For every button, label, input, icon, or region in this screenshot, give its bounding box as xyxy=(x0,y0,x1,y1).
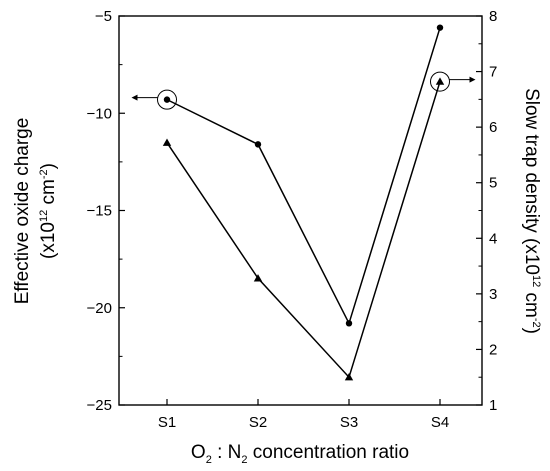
left-tick-label: −10 xyxy=(87,105,112,122)
left-y-axis-title-line1: Effective oxide charge xyxy=(12,118,33,305)
left-y-axis-title-line2: (x1012 cm-2) xyxy=(38,163,59,259)
x-axis-title: O2 : N2 concentration ratio xyxy=(191,442,409,466)
x-tick-label: S1 xyxy=(158,414,176,431)
annotation-arrow-head xyxy=(131,94,138,101)
left-axis-ticks: −25 −20 −15 −10 −5 xyxy=(87,8,125,414)
x-axis-ticks: S1 S2 S3 S4 xyxy=(158,399,449,431)
annotation-circle xyxy=(157,89,177,110)
x-tick-label: S2 xyxy=(249,414,267,431)
triangle-data-point xyxy=(253,274,263,282)
right-axis-ticks: 1 2 3 4 5 6 7 8 xyxy=(476,8,497,414)
right-tick-label: 6 xyxy=(489,119,497,136)
x-tick-label: S3 xyxy=(340,414,358,431)
right-tick-label: 3 xyxy=(489,286,497,303)
left-tick-label: −25 xyxy=(87,397,112,414)
right-tick-label: 4 xyxy=(489,230,497,247)
circle-data-point xyxy=(254,141,262,148)
right-tick-label: 8 xyxy=(489,8,497,25)
left-tick-label: −20 xyxy=(87,300,112,317)
circle-data-point xyxy=(163,96,171,103)
series-1-line xyxy=(166,27,441,326)
right-y-axis-title: Slow trap density (x1012 cm-2) xyxy=(521,88,542,334)
x-tick-label: S4 xyxy=(431,414,449,431)
circle-data-point xyxy=(345,320,353,327)
left-tick-label: −5 xyxy=(95,8,112,25)
triangle-data-point xyxy=(435,77,445,85)
series-2-line xyxy=(166,81,441,379)
annotation-layer xyxy=(131,71,476,110)
right-tick-label: 1 xyxy=(489,397,497,414)
plot-frame xyxy=(118,15,483,406)
right-tick-label: 2 xyxy=(489,341,497,358)
right-tick-label: 5 xyxy=(489,175,497,192)
annotation-arrow-head xyxy=(469,76,476,83)
circle-data-point xyxy=(436,24,444,31)
right-tick-label: 7 xyxy=(489,64,497,81)
series-layer xyxy=(162,24,445,381)
triangle-data-point xyxy=(162,138,172,146)
annotation-circle xyxy=(430,71,450,92)
triangle-data-point xyxy=(344,373,354,381)
left-tick-label: −15 xyxy=(87,203,112,220)
